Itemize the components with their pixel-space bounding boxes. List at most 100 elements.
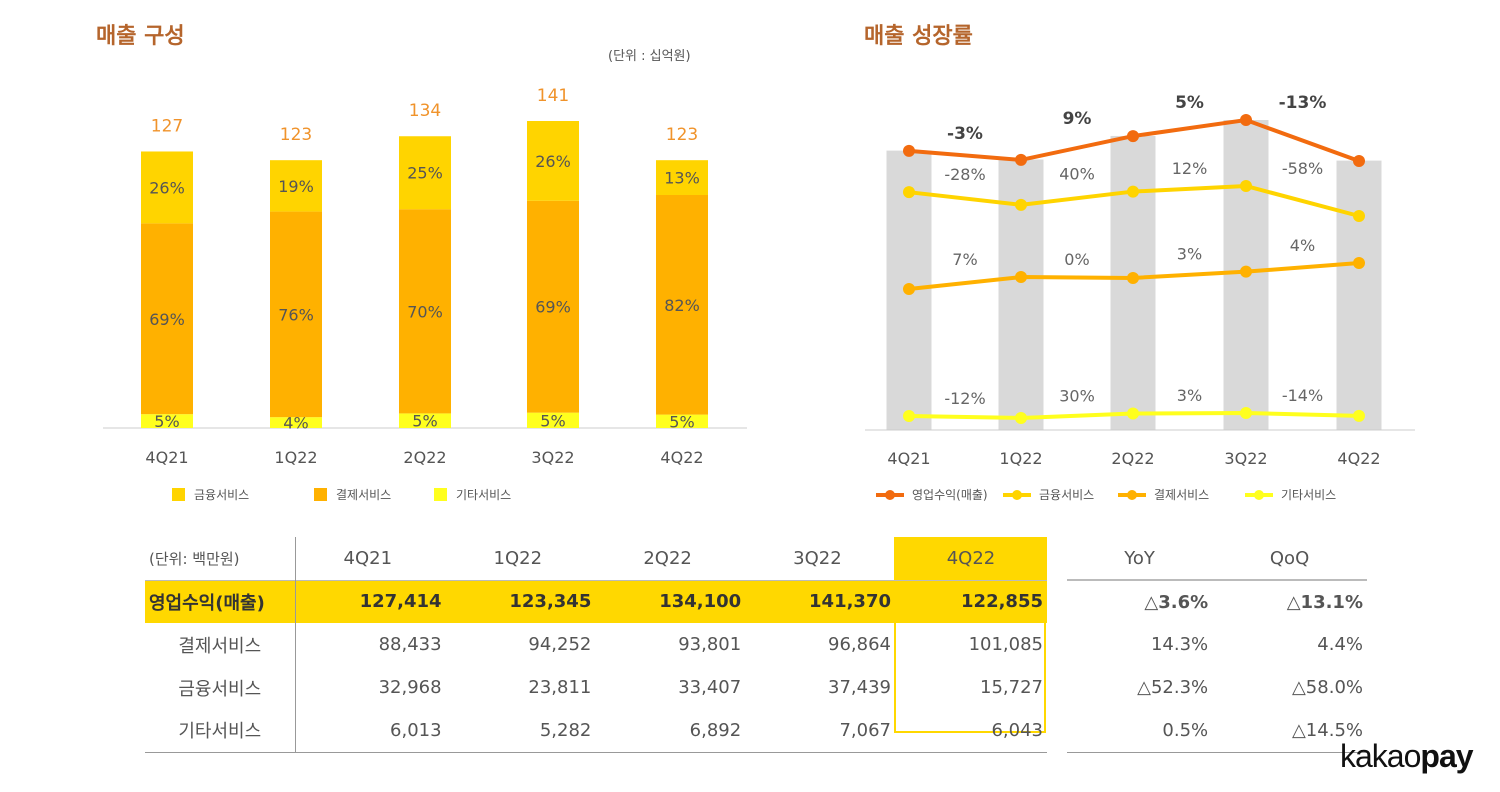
- row-label: 기타서비스: [145, 709, 296, 752]
- row-label: 영업수익(매출): [145, 580, 296, 623]
- growth-line-chart: -3% 9% 5% -13% -28% 40% 12% -58% 7% 0% 3% 4% -12% 30%…: [865, 93, 1415, 502]
- segment-label: 13%: [664, 169, 700, 188]
- right-chart-title: 매출 성장률: [864, 24, 973, 49]
- cell: 96,864: [828, 634, 891, 655]
- cell: 141,370: [745, 580, 895, 623]
- segment-label: 69%: [149, 310, 185, 329]
- segment-label: 70%: [407, 302, 443, 321]
- row-label: 금융서비스: [145, 666, 296, 709]
- growth-label: 40%: [1059, 165, 1095, 184]
- table-row: 영업수익(매출) 127,414 123,345 134,100 141,370 122,…: [145, 580, 1047, 623]
- yoy-cell: 14.3%: [1150, 634, 1209, 655]
- bar-segment: [399, 136, 451, 210]
- data-point: [903, 409, 915, 422]
- cell: 32,968: [378, 677, 442, 698]
- segment-label: 26%: [149, 178, 185, 197]
- kakaopay-logo: kakaopay: [1340, 738, 1474, 774]
- legend-label: 기타서비스: [1281, 488, 1336, 502]
- yoy-cell: 0.5%: [1162, 719, 1209, 741]
- col-header: 1Q22: [493, 547, 543, 569]
- change-row: 14.3% 4.4%: [1067, 623, 1367, 666]
- cell: 94,252: [528, 634, 592, 655]
- data-point: [1127, 271, 1139, 284]
- data-point: [1240, 114, 1252, 126]
- data-point: [1015, 271, 1027, 284]
- col-header: 2Q22: [643, 547, 692, 569]
- stacked-bar-chart: 5% 69% 26% 127 4Q21 4% 76% 19% 123 1Q22 5% 70% 25% 13…: [103, 86, 747, 502]
- total-label: 134: [409, 101, 441, 121]
- growth-label: 0%: [1064, 250, 1089, 269]
- background-bar: [1336, 160, 1382, 430]
- data-point: [1015, 412, 1027, 424]
- cell: 33,407: [678, 677, 742, 698]
- qoq-cell: △58.0%: [1291, 677, 1363, 698]
- x-tick-label: 2Q22: [1111, 449, 1154, 468]
- x-tick-label: 1Q22: [274, 448, 317, 467]
- cell: 5,282: [539, 719, 592, 741]
- legend-marker: [1012, 490, 1022, 500]
- data-point: [903, 144, 915, 157]
- col-header: 3Q22: [793, 547, 842, 569]
- data-point: [1353, 257, 1365, 269]
- legend-label: 결제서비스: [336, 488, 391, 502]
- x-tick-label: 4Q22: [660, 448, 703, 467]
- unit-label: (단위 : 십억원): [608, 49, 691, 64]
- data-point: [903, 186, 915, 199]
- cell: 122,855: [895, 580, 1047, 623]
- growth-label: -14%: [1282, 386, 1323, 405]
- segment-label: 19%: [278, 177, 314, 196]
- cell: 123,345: [445, 580, 596, 623]
- col-header-qoq: QoQ: [1269, 547, 1310, 569]
- data-point: [1127, 407, 1139, 420]
- data-point: [1127, 185, 1139, 198]
- segment-label: 25%: [407, 164, 443, 183]
- segment-label: 4%: [283, 414, 308, 433]
- bar-segment: [141, 223, 193, 415]
- growth-label: -3%: [947, 124, 983, 144]
- total-label: 123: [280, 125, 312, 145]
- bar-segment: [141, 151, 193, 224]
- change-row: 0.5% △14.5%: [1067, 709, 1367, 752]
- bar-segment: [656, 195, 708, 415]
- total-label: 123: [666, 125, 698, 145]
- growth-label: 9%: [1063, 109, 1092, 129]
- cell: 37,439: [828, 677, 891, 698]
- growth-label: -58%: [1282, 159, 1323, 178]
- data-point: [1240, 180, 1252, 192]
- cell: 101,085: [968, 634, 1043, 655]
- table-row: 기타서비스 6,013 5,282 6,892 7,067 6,043: [145, 709, 1047, 752]
- x-tick-label: 4Q21: [887, 449, 930, 468]
- legend-swatch: [434, 488, 447, 501]
- total-label: 141: [537, 86, 569, 106]
- change-table: YoY QoQ △3.6% △13.1% 14.3% 4.4% △52.3% △58.0%…: [1067, 537, 1367, 753]
- x-tick-label: 3Q22: [1224, 449, 1267, 468]
- data-point: [1127, 130, 1139, 143]
- data-point: [1353, 409, 1365, 422]
- cell: 6,013: [390, 719, 442, 741]
- growth-label: 5%: [1175, 93, 1204, 113]
- change-row: △52.3% △58.0%: [1067, 666, 1367, 709]
- qoq-cell: △13.1%: [1286, 591, 1363, 613]
- growth-label: 12%: [1172, 159, 1208, 178]
- change-row: △3.6% △13.1%: [1067, 580, 1367, 623]
- data-point: [1015, 198, 1027, 211]
- bar-segment: [399, 413, 451, 428]
- legend-marker: [885, 490, 895, 500]
- cell: 6,043: [991, 719, 1043, 741]
- qoq-cell: △14.5%: [1291, 719, 1363, 741]
- bar-segment: [270, 160, 322, 212]
- cell: 93,801: [678, 634, 742, 655]
- legend-label: 기타서비스: [456, 488, 511, 502]
- legend-label: 영업수익(매출): [912, 488, 988, 502]
- qoq-cell: 4.4%: [1317, 634, 1363, 655]
- x-tick-label: 4Q22: [1337, 449, 1380, 468]
- data-point: [1240, 265, 1252, 278]
- data-point: [1240, 407, 1252, 419]
- growth-label: -13%: [1279, 93, 1327, 113]
- growth-label: -28%: [944, 165, 985, 184]
- segment-label: 5%: [154, 412, 179, 431]
- highlight-column-frame: [894, 537, 1046, 733]
- col-header-yoy: YoY: [1124, 547, 1155, 569]
- bar-segment: [141, 414, 193, 428]
- legend-label: 금융서비스: [194, 488, 249, 502]
